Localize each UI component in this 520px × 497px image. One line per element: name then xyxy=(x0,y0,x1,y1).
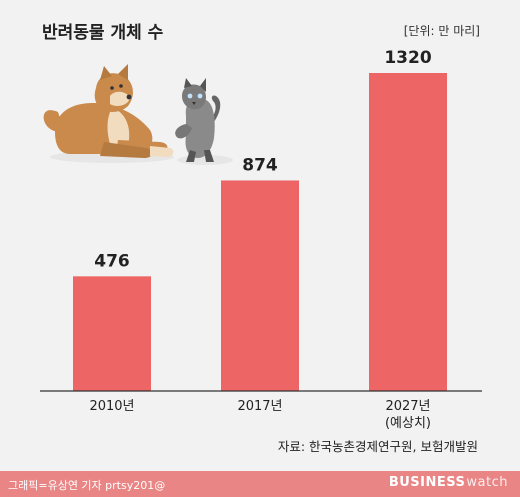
category-label-2-1: (예상치) xyxy=(385,416,431,431)
unit-label: [단위: 만 마리] xyxy=(403,24,480,38)
chart-title: 반려동물 개체 수 xyxy=(42,23,164,43)
category-label-0-0: 2010년 xyxy=(89,399,134,414)
dog-illustration xyxy=(43,64,174,163)
bars-group xyxy=(73,73,447,391)
brand-logo: BUSINESSwatch xyxy=(389,475,508,490)
bar-value-label-0: 476 xyxy=(94,251,130,271)
bar-1 xyxy=(221,180,299,391)
source-note: 자료: 한국농촌경제연구원, 보험개발원 xyxy=(277,439,478,454)
labels-group: 476 2010년 874 2017년 1320 2027년 (예상치) xyxy=(89,48,431,431)
bar-2 xyxy=(369,73,447,391)
bar-0 xyxy=(73,276,151,391)
category-label-1-0: 2017년 xyxy=(237,399,282,414)
brand-bold: BUSINESS xyxy=(388,475,466,490)
footer-bar: 그래픽=유상연 기자 prtsy201@ BUSINESSwatch xyxy=(0,471,520,497)
bar-value-label-1: 874 xyxy=(242,155,278,175)
bar-value-label-2: 1320 xyxy=(384,48,431,68)
category-label-2-0: 2027년 xyxy=(385,399,430,414)
graphic-credit: 그래픽=유상연 기자 prtsy201@ xyxy=(8,479,166,492)
brand-light: watch xyxy=(466,475,508,490)
cat-illustration xyxy=(175,78,233,165)
